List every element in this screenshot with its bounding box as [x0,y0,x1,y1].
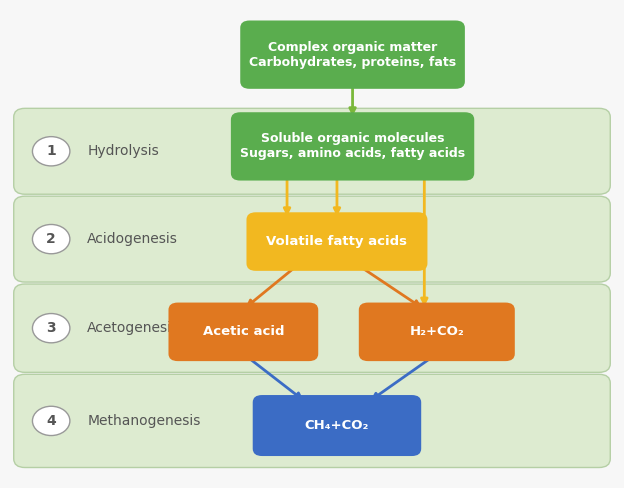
Text: 3: 3 [46,321,56,335]
FancyBboxPatch shape [253,395,421,456]
FancyBboxPatch shape [231,112,474,181]
Text: Acetogenesis: Acetogenesis [87,321,180,335]
FancyBboxPatch shape [240,20,465,89]
FancyBboxPatch shape [359,303,515,361]
FancyBboxPatch shape [14,284,610,372]
Circle shape [32,313,70,343]
Text: 1: 1 [46,144,56,158]
Circle shape [32,137,70,166]
Text: 4: 4 [46,414,56,428]
FancyBboxPatch shape [14,108,610,194]
Text: Acidogenesis: Acidogenesis [87,232,178,246]
Text: Soluble organic molecules
Sugars, amino acids, fatty acids: Soluble organic molecules Sugars, amino … [240,132,465,161]
FancyBboxPatch shape [14,374,610,468]
Circle shape [32,224,70,254]
Text: CH₄+CO₂: CH₄+CO₂ [305,419,369,432]
FancyBboxPatch shape [14,196,610,282]
Text: 2: 2 [46,232,56,246]
Text: Volatile fatty acids: Volatile fatty acids [266,235,407,248]
Text: Methanogenesis: Methanogenesis [87,414,201,428]
FancyBboxPatch shape [168,303,318,361]
Text: H₂+CO₂: H₂+CO₂ [409,325,464,338]
Circle shape [32,406,70,435]
FancyBboxPatch shape [246,212,427,271]
Text: Acetic acid: Acetic acid [203,325,284,338]
Text: Complex organic matter
Carbohydrates, proteins, fats: Complex organic matter Carbohydrates, pr… [249,41,456,69]
Text: Hydrolysis: Hydrolysis [87,144,159,158]
